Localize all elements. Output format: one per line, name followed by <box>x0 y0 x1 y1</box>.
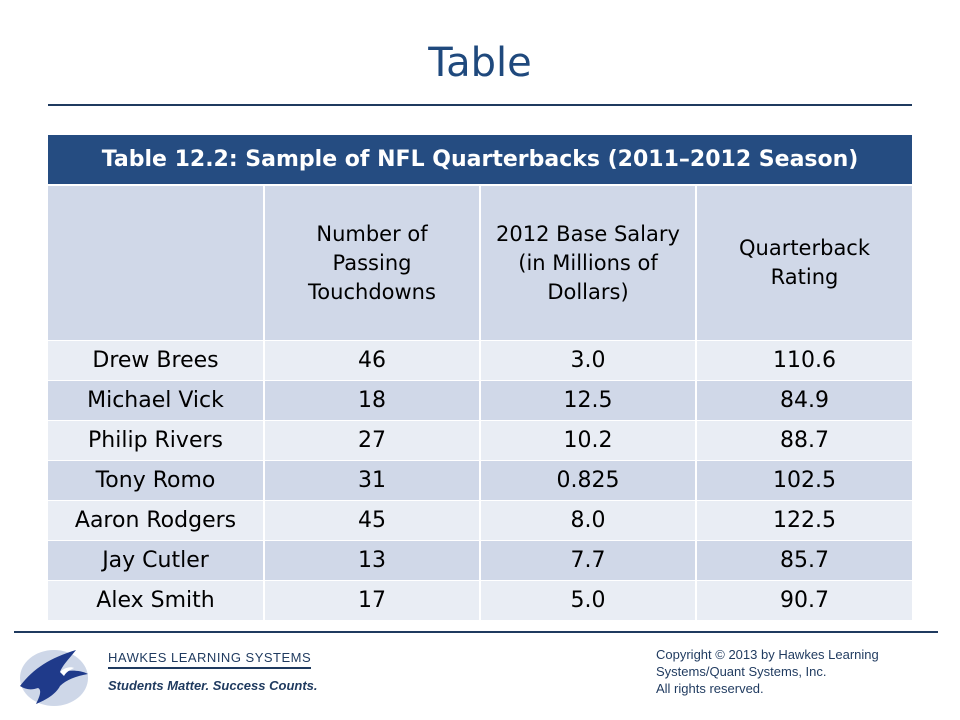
salary-cell: 10.2 <box>479 420 696 461</box>
footer-divider <box>14 631 938 633</box>
rating-cell: 102.5 <box>694 460 913 501</box>
salary-cell: 7.7 <box>479 540 696 581</box>
table-row: Alex Smith 17 5.0 90.7 <box>48 580 913 620</box>
table-row: Michael Vick 18 12.5 84.9 <box>48 380 913 421</box>
table-caption: Table 12.2: Sample of NFL Quarterbacks (… <box>48 135 913 186</box>
company-tagline: Students Matter. Success Counts. <box>108 678 318 693</box>
salary-cell: 12.5 <box>479 380 696 421</box>
table-row: Drew Brees 46 3.0 110.6 <box>48 340 913 381</box>
touchdowns-cell: 45 <box>263 500 480 541</box>
rating-cell: 110.6 <box>694 340 913 381</box>
touchdowns-cell: 27 <box>263 420 480 461</box>
player-name-cell: Alex Smith <box>48 580 264 620</box>
quarterback-table: Table 12.2: Sample of NFL Quarterbacks (… <box>48 135 913 620</box>
touchdowns-cell: 17 <box>263 580 480 620</box>
salary-cell: 3.0 <box>479 340 696 381</box>
salary-cell: 5.0 <box>479 580 696 620</box>
player-name-cell: Michael Vick <box>48 380 264 421</box>
player-name-cell: Jay Cutler <box>48 540 264 581</box>
table-row: Philip Rivers 27 10.2 88.7 <box>48 420 913 461</box>
title-divider <box>48 104 912 106</box>
copyright-line: All rights reserved. <box>656 681 764 696</box>
player-name-cell: Drew Brees <box>48 340 264 381</box>
rating-cell: 85.7 <box>694 540 913 581</box>
rating-cell: 90.7 <box>694 580 913 620</box>
touchdowns-cell: 46 <box>263 340 480 381</box>
player-name-cell: Philip Rivers <box>48 420 264 461</box>
column-header-rating: Quarterback Rating <box>694 185 913 341</box>
column-header-player <box>48 185 264 341</box>
table-row: Tony Romo 31 0.825 102.5 <box>48 460 913 501</box>
touchdowns-cell: 18 <box>263 380 480 421</box>
eagle-logo-icon <box>20 650 88 706</box>
table-row: Jay Cutler 13 7.7 85.7 <box>48 540 913 581</box>
rating-cell: 84.9 <box>694 380 913 421</box>
copyright-line: Copyright © 2013 by Hawkes Learning <box>656 647 879 662</box>
player-name-cell: Aaron Rodgers <box>48 500 264 541</box>
salary-cell: 0.825 <box>479 460 696 501</box>
table-header-row: Number of Passing Touchdowns 2012 Base S… <box>48 185 913 341</box>
copyright-notice: Copyright © 2013 by Hawkes Learning Syst… <box>656 646 946 697</box>
copyright-line: Systems/Quant Systems, Inc. <box>656 664 827 679</box>
table-row: Aaron Rodgers 45 8.0 122.5 <box>48 500 913 541</box>
column-header-salary: 2012 Base Salary (in Millions of Dollars… <box>479 185 696 341</box>
column-header-touchdowns: Number of Passing Touchdowns <box>263 185 480 341</box>
salary-cell: 8.0 <box>479 500 696 541</box>
touchdowns-cell: 13 <box>263 540 480 581</box>
touchdowns-cell: 31 <box>263 460 480 501</box>
slide-title: Table <box>428 40 532 86</box>
company-name: HAWKES LEARNING SYSTEMS <box>108 650 312 669</box>
rating-cell: 122.5 <box>694 500 913 541</box>
player-name-cell: Tony Romo <box>48 460 264 501</box>
rating-cell: 88.7 <box>694 420 913 461</box>
